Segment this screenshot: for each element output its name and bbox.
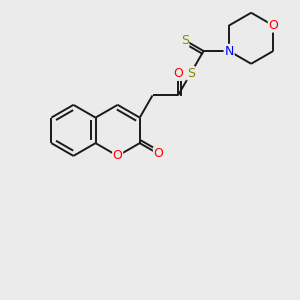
Text: S: S <box>187 67 195 80</box>
Text: N: N <box>224 44 234 58</box>
Text: N: N <box>224 44 234 58</box>
Text: O: O <box>268 19 278 32</box>
Text: S: S <box>181 34 189 47</box>
Text: O: O <box>173 67 183 80</box>
Text: O: O <box>113 149 123 162</box>
Text: O: O <box>154 147 164 161</box>
